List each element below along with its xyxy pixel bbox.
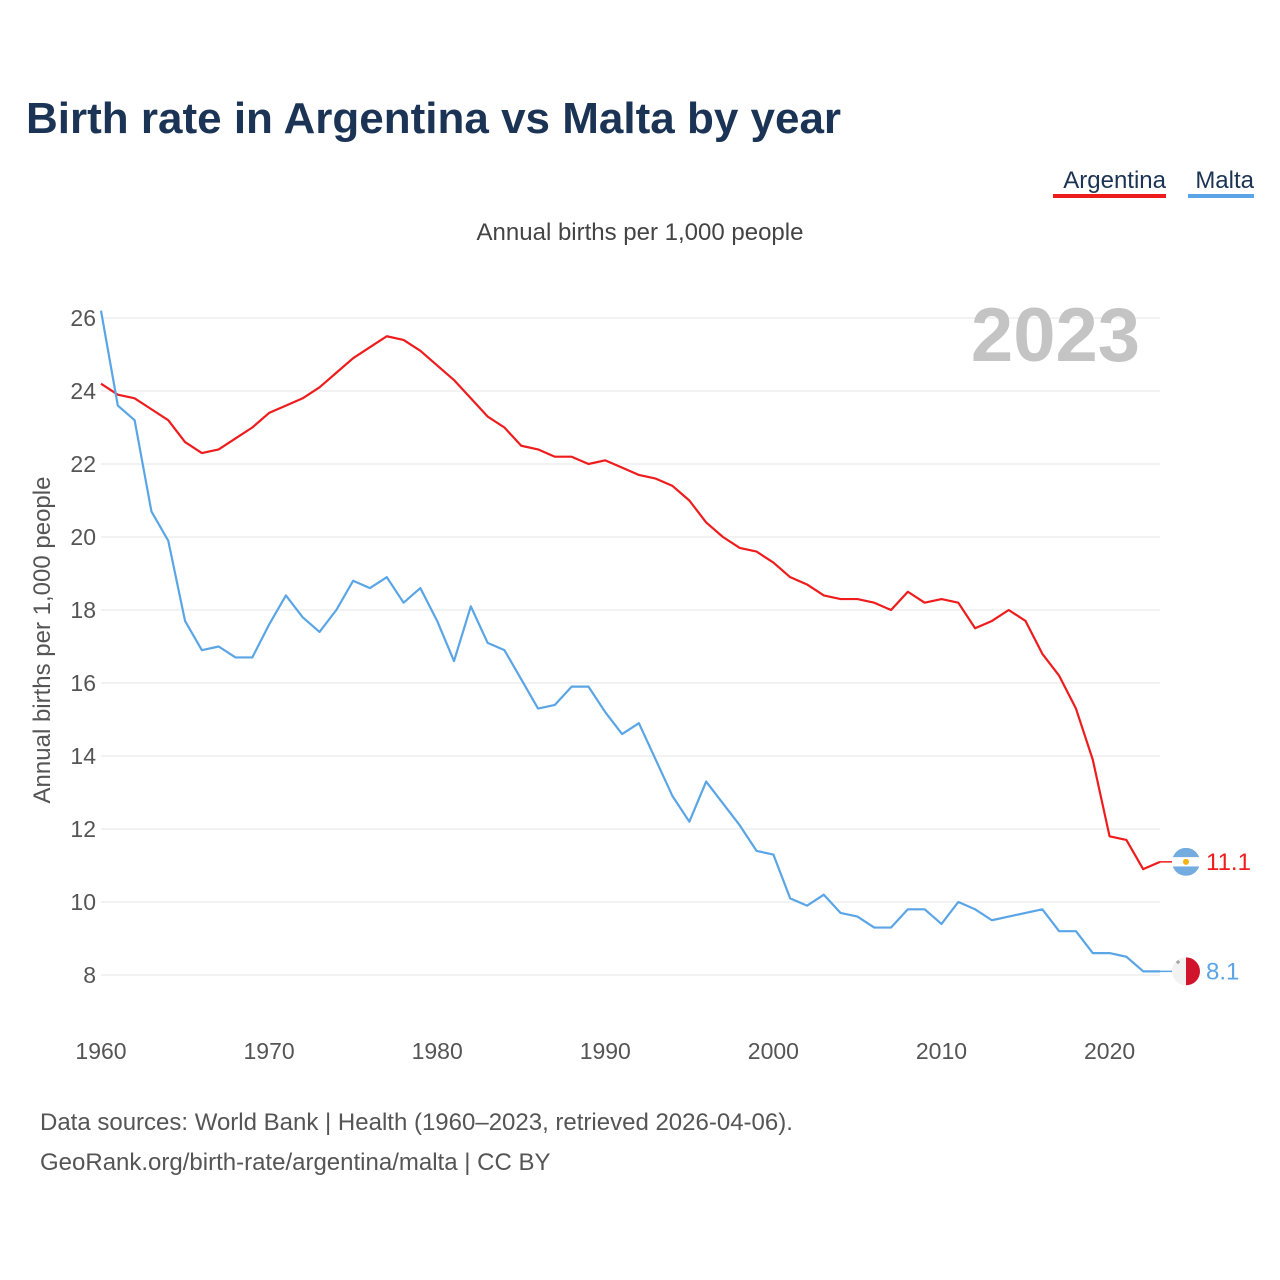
y-tick-label: 8 xyxy=(83,962,96,988)
x-axis-ticks: 1960 1970 1980 1990 2000 2010 2020 xyxy=(75,1038,1135,1064)
y-tick-label: 26 xyxy=(70,305,96,331)
legend-swatch-malta xyxy=(1188,194,1254,198)
y-tick-label: 18 xyxy=(70,597,96,623)
x-tick-label: 2010 xyxy=(916,1038,967,1064)
source-url[interactable]: GeoRank.org/birth-rate/argentina/malta |… xyxy=(40,1149,550,1176)
series-line-malta[interactable] xyxy=(99,310,1160,973)
x-tick-label: 1960 xyxy=(75,1038,126,1064)
argentina-flag-icon xyxy=(1172,847,1200,876)
argentina-end-value: 11.1 xyxy=(1206,849,1251,876)
legend-label-argentina: Argentina xyxy=(1063,167,1166,194)
y-tick-label: 10 xyxy=(70,889,96,915)
x-tick-label: 2020 xyxy=(1084,1038,1135,1064)
current-year-watermark: 2023 xyxy=(971,293,1140,378)
x-tick-label: 1980 xyxy=(412,1038,463,1064)
legend-item-argentina[interactable]: Argentina xyxy=(1053,167,1167,198)
x-tick-label: 1970 xyxy=(244,1038,295,1064)
series-line-argentina[interactable] xyxy=(100,335,1161,871)
source-line-1: Data sources: World Bank | Health (1960–… xyxy=(40,1109,793,1136)
legend-swatch-argentina xyxy=(1053,194,1166,198)
argentina-end-marker: 11.1 xyxy=(1160,847,1251,876)
y-tick-label: 20 xyxy=(70,524,96,550)
chart-title: Birth rate in Argentina vs Malta by year xyxy=(26,94,841,143)
legend-label-malta: Malta xyxy=(1195,167,1254,194)
malta-end-value: 8.1 xyxy=(1206,958,1239,985)
y-tick-label: 24 xyxy=(70,378,96,404)
y-tick-label: 12 xyxy=(70,816,96,842)
y-tick-label: 14 xyxy=(70,743,96,769)
y-tick-label: 22 xyxy=(70,451,96,477)
legend: Argentina Malta xyxy=(1053,167,1255,198)
y-axis-label: Annual births per 1,000 people xyxy=(29,477,56,804)
legend-item-malta[interactable]: Malta xyxy=(1188,167,1255,198)
malta-flag-icon xyxy=(1172,957,1200,986)
y-tick-label: 16 xyxy=(70,670,96,696)
x-tick-label: 2000 xyxy=(748,1038,799,1064)
y-axis-ticks: 8 10 12 14 16 18 20 22 24 26 xyxy=(70,305,96,988)
gridlines xyxy=(101,317,1160,976)
chart-subtitle: Annual births per 1,000 people xyxy=(477,219,804,246)
series-lines xyxy=(99,310,1161,973)
malta-end-marker: 8.1 xyxy=(1160,957,1239,986)
x-tick-label: 1990 xyxy=(580,1038,631,1064)
